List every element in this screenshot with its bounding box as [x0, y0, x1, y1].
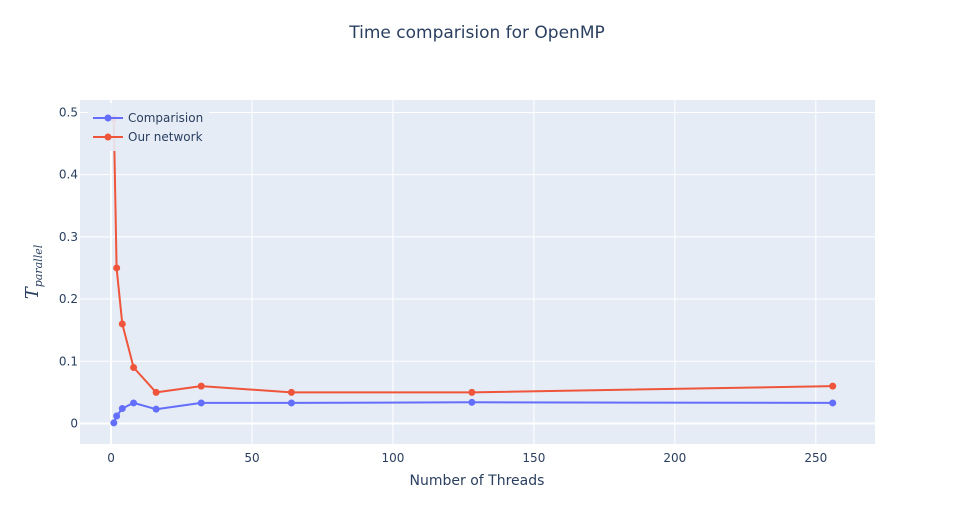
- data-point-comparision[interactable]: [118, 405, 126, 413]
- svg-text:Tparallel: Tparallel: [22, 244, 45, 299]
- chart-title: Time comparision for OpenMP: [348, 23, 605, 43]
- data-point-comparision[interactable]: [197, 399, 205, 407]
- legend-marker-our-network: [104, 133, 112, 141]
- y-tick-label: 0: [70, 416, 78, 430]
- data-point-our-network[interactable]: [287, 388, 295, 396]
- legend-item-our-network[interactable]: Our network: [93, 130, 203, 144]
- data-point-our-network[interactable]: [829, 382, 837, 390]
- x-tick-label: 200: [663, 451, 686, 465]
- data-point-comparision[interactable]: [287, 399, 295, 407]
- data-point-our-network[interactable]: [113, 264, 121, 272]
- legend-label-our-network: Our network: [128, 130, 203, 144]
- x-axis-title: Number of Threads: [410, 473, 545, 489]
- series-comparision: [110, 398, 837, 427]
- legend-marker-comparision: [104, 114, 112, 122]
- data-point-our-network[interactable]: [118, 320, 126, 328]
- y-axis-ticks: 0 0.1 0.2 0.3 0.4 0.5: [59, 105, 78, 430]
- data-point-comparision[interactable]: [110, 419, 118, 427]
- series-layer: [110, 115, 837, 427]
- x-tick-label: 50: [244, 451, 259, 465]
- legend[interactable]: Comparision Our network: [88, 103, 209, 151]
- x-tick-label: 100: [381, 451, 404, 465]
- data-point-comparision[interactable]: [152, 405, 160, 413]
- y-axis-title-subscript: parallel: [32, 244, 45, 287]
- data-point-comparision[interactable]: [468, 398, 476, 406]
- y-axis-title-main: T: [22, 285, 43, 299]
- y-tick-label: 0.5: [59, 105, 78, 119]
- x-axis-ticks: 0 50 100 150 200 250: [107, 451, 827, 465]
- data-point-comparision[interactable]: [113, 412, 121, 420]
- grid-lines: [80, 100, 875, 444]
- y-tick-label: 0.3: [59, 230, 78, 244]
- x-tick-label: 150: [522, 451, 545, 465]
- y-tick-label: 0.1: [59, 354, 78, 368]
- y-tick-label: 0.4: [59, 168, 78, 182]
- data-point-comparision[interactable]: [829, 399, 837, 407]
- data-point-comparision[interactable]: [130, 399, 138, 407]
- legend-item-comparision[interactable]: Comparision: [93, 111, 203, 125]
- y-tick-label: 0.2: [59, 292, 78, 306]
- y-axis-title: Tparallel: [22, 244, 45, 299]
- plot-area: [80, 100, 875, 444]
- data-point-our-network[interactable]: [152, 388, 160, 396]
- data-point-our-network[interactable]: [468, 388, 476, 396]
- legend-background: [88, 103, 209, 151]
- data-point-our-network[interactable]: [130, 363, 138, 371]
- x-tick-label: 0: [107, 451, 115, 465]
- data-point-our-network[interactable]: [197, 382, 205, 390]
- legend-label-comparision: Comparision: [128, 111, 203, 125]
- x-tick-label: 250: [804, 451, 827, 465]
